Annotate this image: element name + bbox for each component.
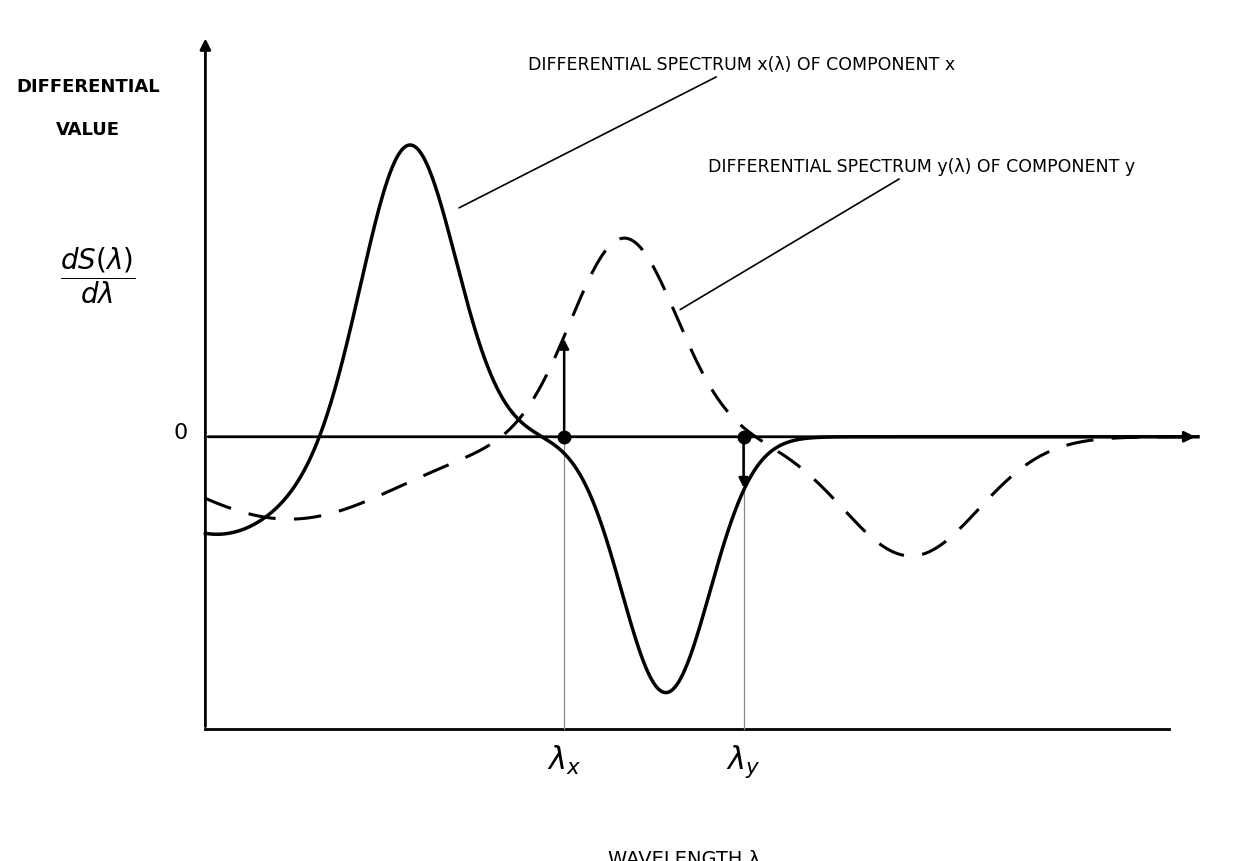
Text: DIFFERENTIAL SPECTRUM x(λ) OF COMPONENT x: DIFFERENTIAL SPECTRUM x(λ) OF COMPONENT … — [459, 56, 956, 208]
Text: $\lambda_x$: $\lambda_x$ — [547, 742, 582, 776]
Text: $\dfrac{dS(\lambda)}{d\lambda}$: $\dfrac{dS(\lambda)}{d\lambda}$ — [60, 245, 135, 305]
Text: WAVELENGTH λ: WAVELENGTH λ — [608, 849, 760, 861]
Text: $\lambda_y$: $\lambda_y$ — [727, 742, 760, 779]
Text: DIFFERENTIAL SPECTRUM y(λ) OF COMPONENT y: DIFFERENTIAL SPECTRUM y(λ) OF COMPONENT … — [681, 158, 1135, 310]
Text: VALUE: VALUE — [56, 121, 120, 139]
Text: DIFFERENTIAL: DIFFERENTIAL — [16, 77, 160, 96]
Text: 0: 0 — [174, 423, 187, 443]
